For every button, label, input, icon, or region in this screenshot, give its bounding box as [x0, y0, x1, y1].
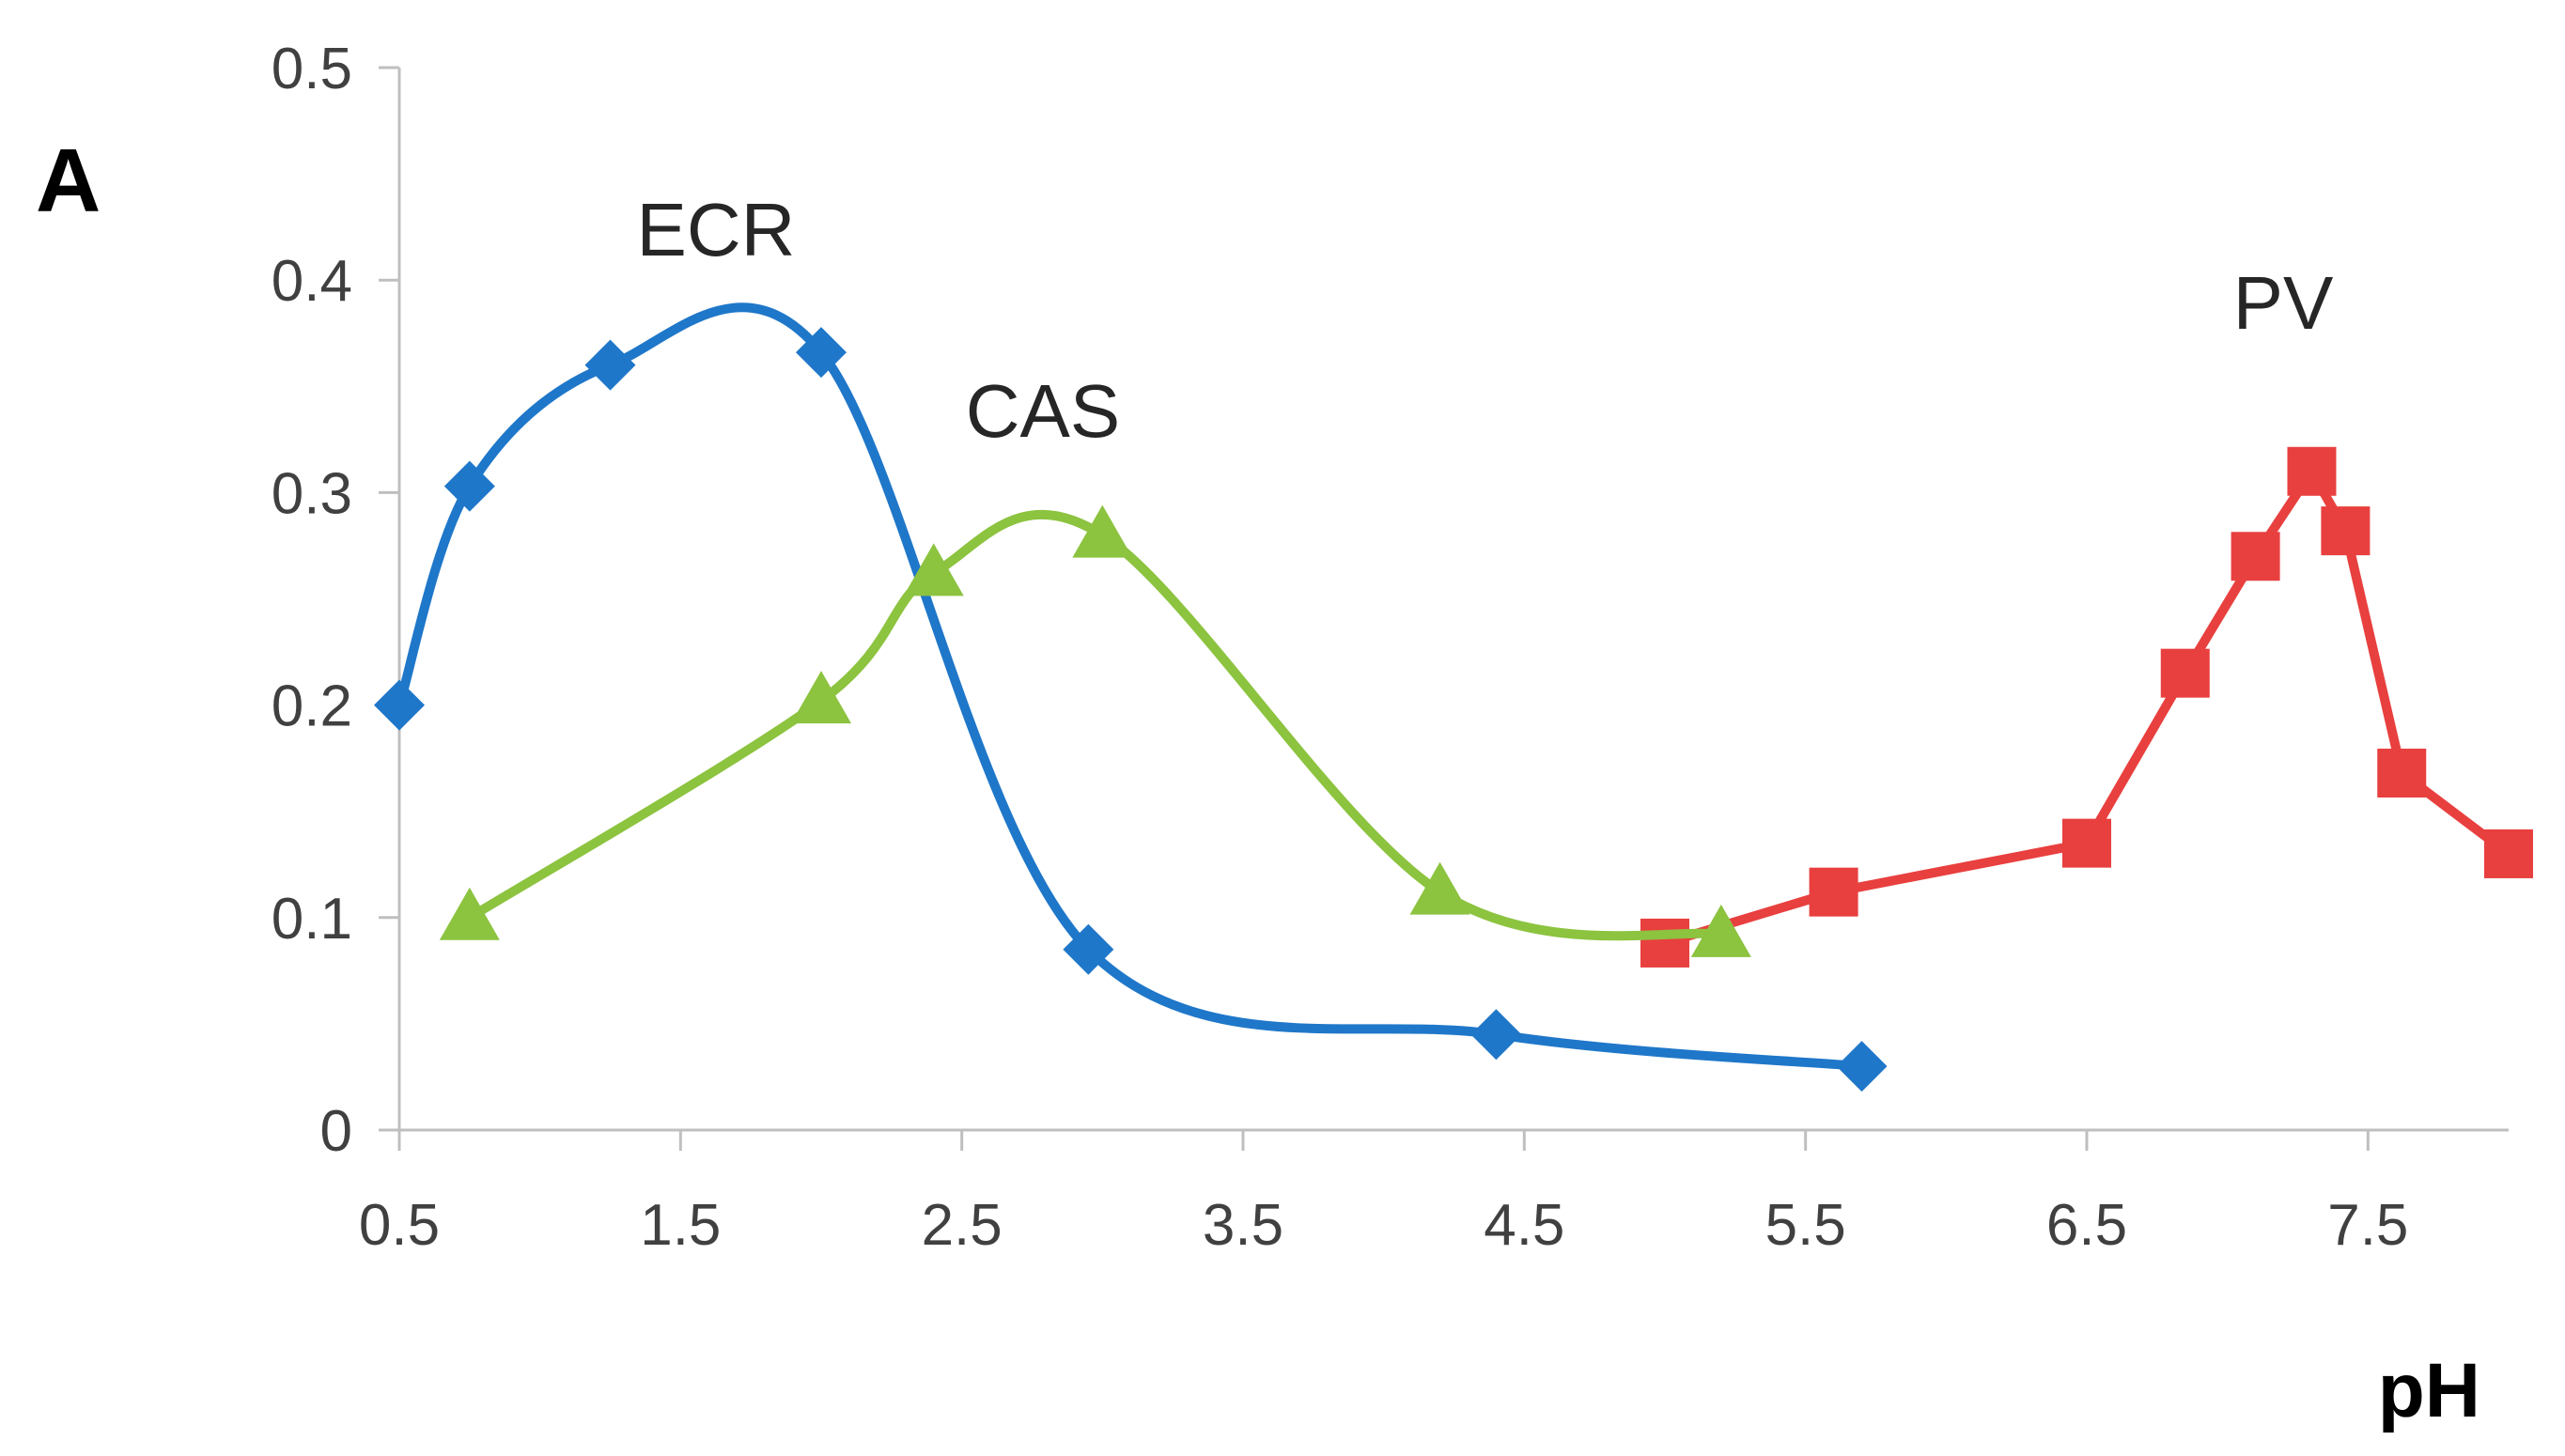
x-axis-title: pH — [2378, 1348, 2480, 1433]
cas-label: CAS — [966, 369, 1121, 453]
series-labels: ECR CAS PV — [637, 188, 2334, 453]
y-tick-label: 0.5 — [272, 37, 352, 101]
ecr-point — [584, 339, 636, 391]
pv-point — [2287, 446, 2337, 496]
ecr-series — [374, 302, 1888, 1092]
ecr-point — [1836, 1041, 1888, 1092]
y-tick-label: 0 — [320, 1099, 352, 1164]
y-tick-label: 0.2 — [272, 674, 352, 739]
ecr-point — [443, 460, 495, 512]
series-group — [374, 302, 2533, 1092]
x-tick-label: 6.5 — [2046, 1193, 2127, 1258]
pv-point — [2231, 532, 2280, 581]
ecr-label: ECR — [637, 188, 796, 271]
pv-label: PV — [2233, 261, 2334, 345]
pv-point — [2160, 648, 2210, 698]
ticks: 0 0.1 0.2 0.3 0.4 0.5 0.5 1.5 2.5 3.5 4.5 5.5 6.5 7.5 — [272, 37, 2409, 1258]
y-tick-label: 0.3 — [272, 461, 352, 526]
x-tick-label: 0.5 — [359, 1193, 440, 1258]
x-tick-label: 7.5 — [2327, 1193, 2408, 1258]
ecr-point — [1470, 1009, 1522, 1061]
x-tick-label: 1.5 — [640, 1193, 721, 1258]
cas-point — [1072, 504, 1133, 558]
pv-point — [2062, 818, 2111, 868]
cas-point — [903, 543, 964, 596]
cas-point — [1409, 861, 1470, 915]
x-tick-label: 3.5 — [1203, 1193, 1283, 1258]
pv-line — [1660, 466, 2513, 948]
ecr-point — [374, 679, 425, 731]
x-tick-label: 5.5 — [1765, 1193, 1846, 1258]
pv-point — [1640, 918, 1689, 968]
y-tick-label: 0.4 — [272, 249, 352, 314]
pv-point — [1809, 867, 1858, 917]
x-tick-label: 4.5 — [1484, 1193, 1564, 1258]
cas-line — [464, 510, 1726, 941]
cas-series — [439, 504, 1751, 957]
cas-point — [1690, 904, 1751, 957]
x-tick-label: 2.5 — [922, 1193, 1003, 1258]
cas-point — [791, 671, 851, 724]
axes — [397, 68, 2509, 1132]
ecr-point — [796, 327, 847, 379]
ecr-point — [1063, 923, 1114, 975]
pv-point — [2321, 506, 2371, 556]
cas-point — [439, 887, 500, 940]
pv-series — [1640, 446, 2533, 968]
panel-letter: A — [36, 131, 101, 231]
y-tick-label: 0.1 — [272, 887, 352, 952]
pv-point — [2484, 829, 2533, 878]
pv-point — [2377, 748, 2427, 798]
